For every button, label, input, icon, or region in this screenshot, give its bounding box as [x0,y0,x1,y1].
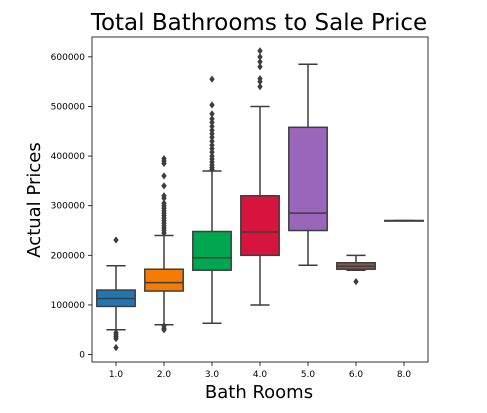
x-tick-label: 3.0 [205,370,220,380]
box-iqr [288,126,328,232]
outlier-point [113,335,119,343]
outlier-point [209,110,215,118]
outlier-point [257,47,263,55]
outlier-point [209,75,215,83]
y-tick-label: 200000 [51,251,86,261]
box-group-6.0 [336,254,376,286]
plot-area [91,36,429,363]
outlier-point [209,137,215,145]
outlier-point [257,83,263,91]
outlier-point [257,63,263,71]
outlier-point [257,58,263,66]
x-axis-label: Bath Rooms [205,382,313,403]
outlier-point [209,101,215,109]
y-axis: 0 100000 200000 300000 400000 500000 600000 [51,53,92,361]
outlier-point [209,165,215,174]
outlier-point [209,118,215,126]
box-group-4.0 [240,47,280,306]
y-axis-label: Actual Prices [24,142,45,257]
chart-title: Total Bathrooms to Sale Price [90,10,427,36]
outlier-point [161,159,167,168]
x-tick-label: 6.0 [349,370,364,380]
outlier-point [257,78,263,86]
box-iqr [192,230,232,271]
y-tick-label: 100000 [51,301,86,311]
outlier-point [161,182,167,190]
box-group-1.0 [96,236,136,352]
outlier-point [209,148,215,156]
box-group-3.0 [192,75,232,325]
outlier-point [161,229,167,237]
outlier-point [209,122,215,130]
outlier-point [161,326,167,334]
box-group-8.0 [384,219,424,222]
outlier-point [113,236,119,244]
outlier-point [113,344,119,352]
outlier-point [161,172,167,180]
x-axis: 1.0 2.0 3.0 4.0 5.0 6.0 8.0 [109,362,412,380]
x-tick-label: 5.0 [301,370,316,380]
box-iqr [240,195,280,257]
x-tick-label: 2.0 [157,370,172,380]
x-tick-label: 8.0 [397,370,412,380]
box-group-5.0 [288,63,328,266]
x-tick-label: 4.0 [253,370,268,380]
outlier-point [353,278,359,286]
y-tick-label: 500000 [51,102,86,112]
y-tick-label: 600000 [51,53,86,63]
box-group-2.0 [144,154,184,334]
outlier-point [257,53,263,61]
y-tick-label: 0 [79,351,85,361]
box-iqr [144,268,184,292]
x-tick-label: 1.0 [109,370,124,380]
outlier-point [209,133,215,141]
outlier-point [161,194,167,202]
y-tick-label: 400000 [51,152,86,162]
y-tick-label: 300000 [51,202,86,212]
